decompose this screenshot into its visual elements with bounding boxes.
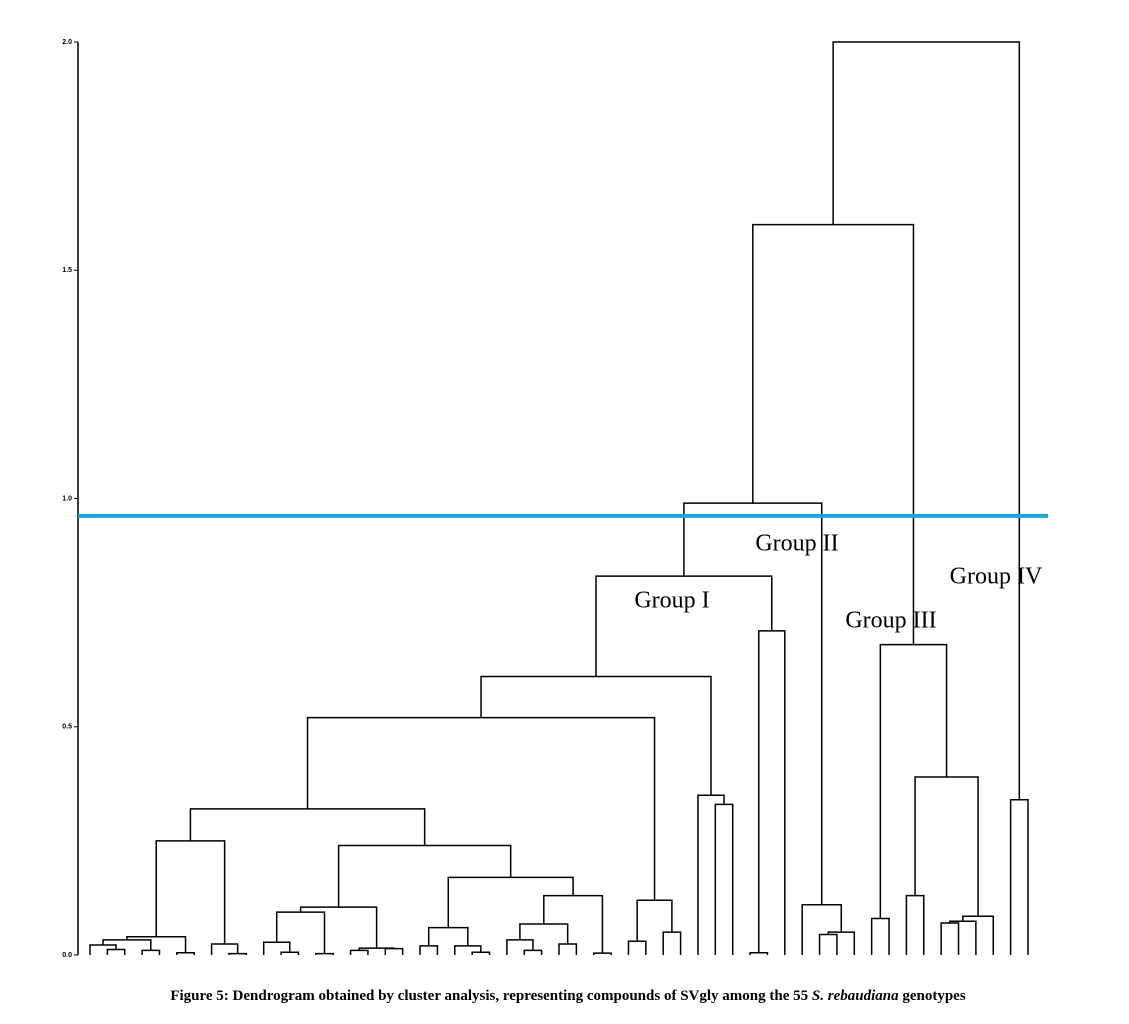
y-tick-label: 0.0 [62,952,72,959]
link [749,951,769,955]
link [141,949,161,955]
link [905,894,925,955]
link [940,922,960,955]
group-label: Group II [755,531,838,557]
link [519,923,569,945]
link [299,906,378,949]
link [155,840,226,945]
link [280,951,300,955]
link [962,915,995,955]
link [506,939,534,955]
y-tick-label: 1.5 [62,267,72,274]
link [106,948,126,955]
link [447,876,574,928]
link [1009,799,1029,955]
y-tick-label: 2.0 [62,39,72,46]
link [758,630,786,955]
link [949,920,977,955]
group-label: Group III [845,608,936,634]
link [870,917,890,955]
link [818,933,838,955]
link [801,904,843,955]
link [427,926,469,946]
link [914,776,979,917]
link [358,947,395,951]
link [636,899,673,942]
link [228,952,248,955]
link [262,941,291,955]
link [592,952,612,955]
caption-end: genotypes [899,988,966,1004]
link [627,940,647,955]
link [275,911,326,954]
link [480,675,712,796]
link [349,949,369,955]
link [752,223,915,645]
caption-italic: S. rebaudiana [812,988,899,1004]
link [683,502,823,905]
link [662,931,682,955]
link [558,943,578,955]
link [827,931,856,955]
link [832,41,1021,800]
link [454,945,482,955]
link [714,803,734,955]
link [189,808,426,846]
link [384,947,404,955]
group-label: Group I [634,588,709,614]
link [176,951,195,955]
group-label: Group IV [950,564,1043,590]
link [337,844,512,908]
y-tick-label: 1.0 [62,495,72,502]
link [315,952,334,955]
caption-start: Figure 5: Dendrogram obtained by cluster… [170,988,812,1004]
link [419,945,439,955]
link [471,951,491,955]
caption: Figure 5: Dendrogram obtained by cluster… [170,988,966,1004]
y-tick-label: 0.5 [62,724,72,731]
link [697,794,725,955]
link [879,643,948,919]
link [523,949,543,955]
